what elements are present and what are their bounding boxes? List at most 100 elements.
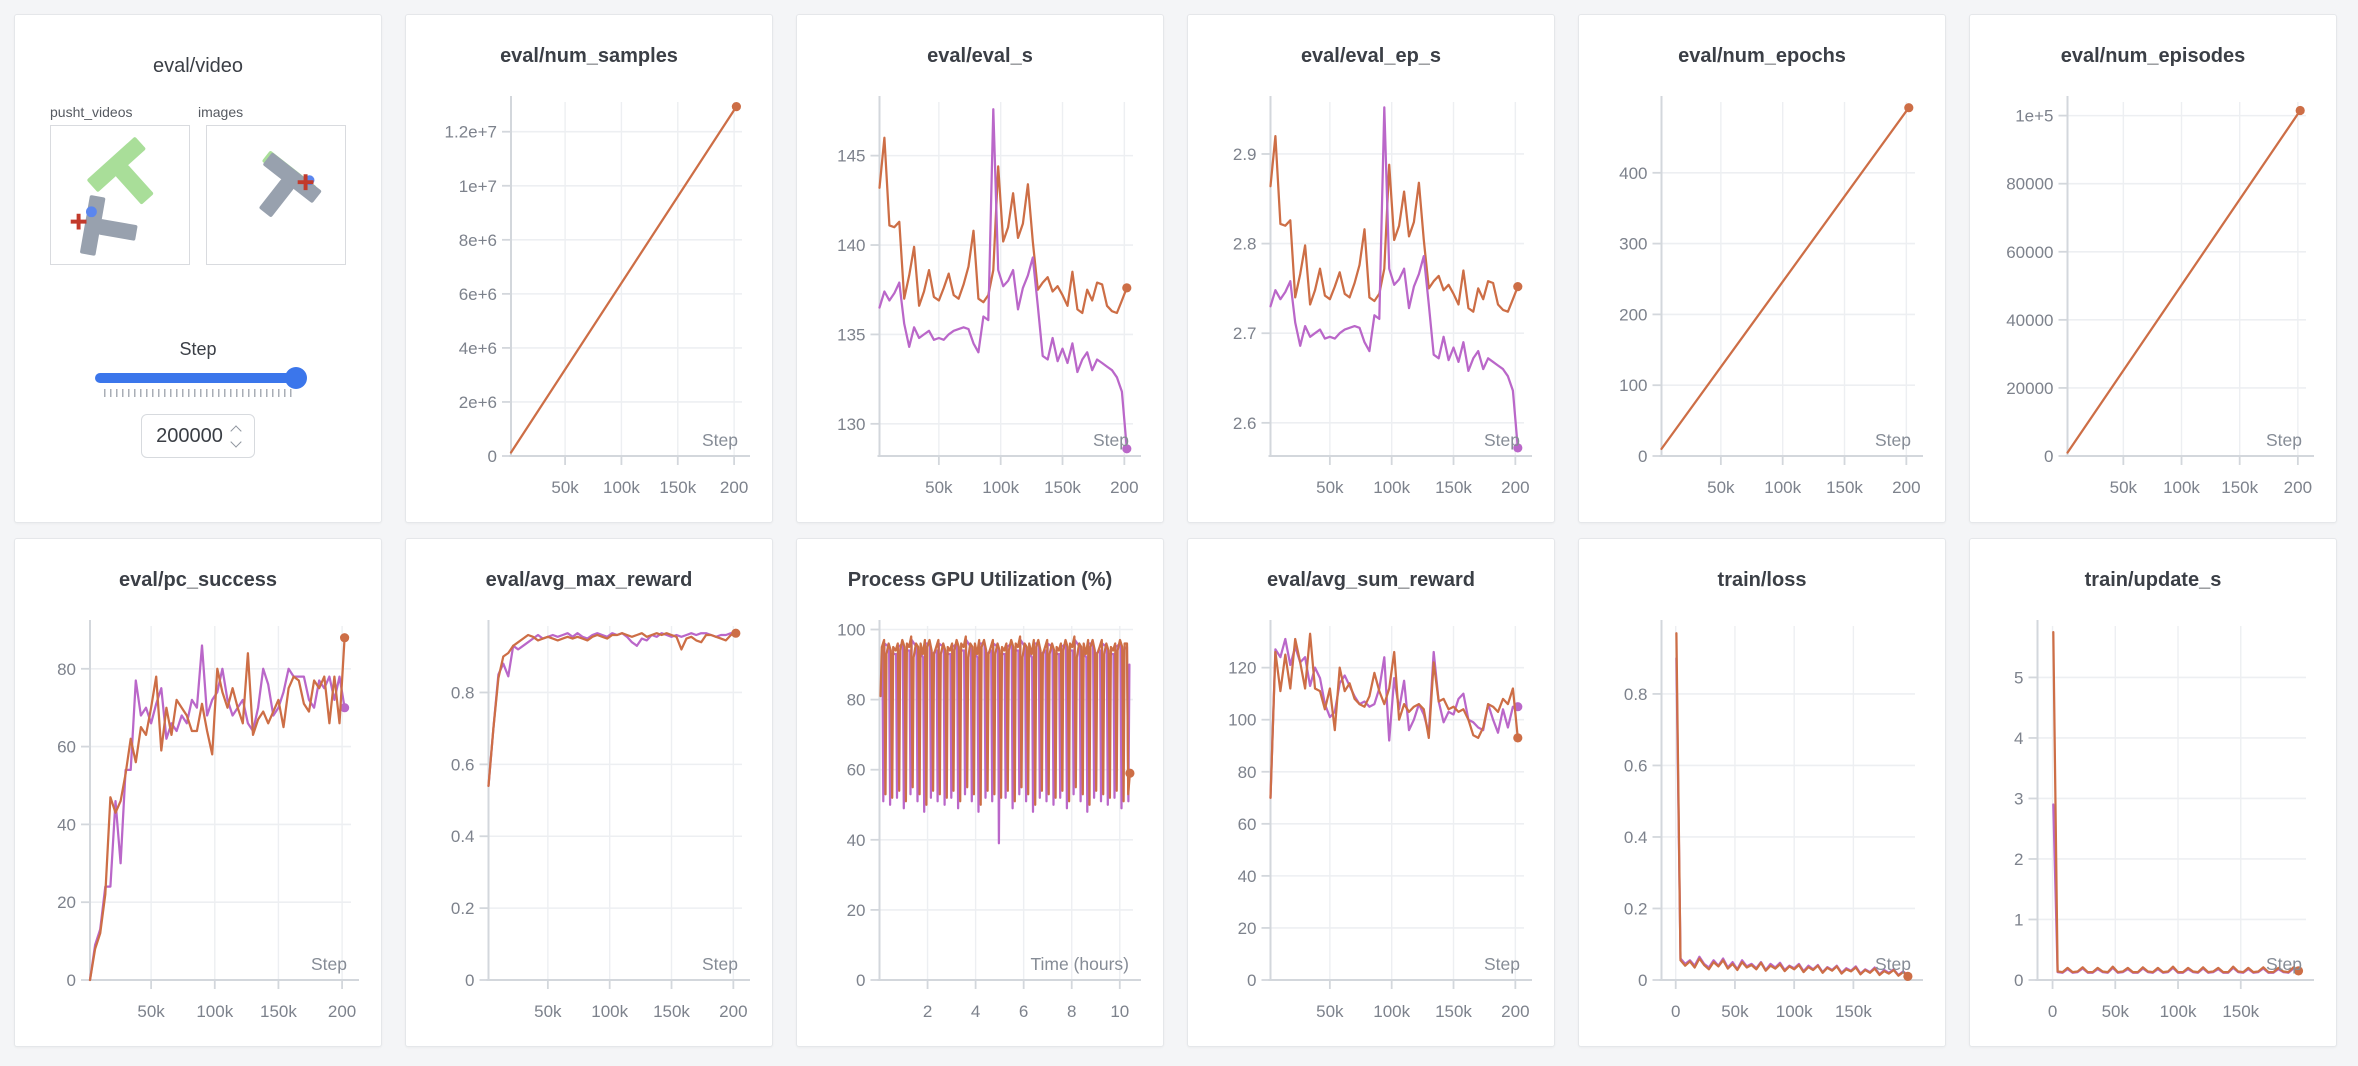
svg-text:200: 200 (1619, 305, 1647, 324)
svg-text:100k: 100k (1776, 1002, 1813, 1021)
svg-text:150k: 150k (2222, 1002, 2259, 1021)
svg-text:0: 0 (2048, 1002, 2057, 1021)
step-slider[interactable] (95, 367, 307, 397)
svg-text:0.8: 0.8 (451, 683, 475, 702)
svg-text:100k: 100k (196, 1002, 233, 1021)
svg-text:0: 0 (465, 971, 474, 990)
chart-title: eval/pc_success (119, 569, 277, 591)
chart-title: eval/avg_max_reward (485, 569, 693, 591)
svg-text:60: 60 (1238, 815, 1257, 834)
chart-plot[interactable]: 0 2e+6 4e+6 6e+6 8e+6 1e+7 1.2e+7 50k 100k 150k 20… (406, 76, 772, 524)
svg-text:50k: 50k (1316, 1002, 1344, 1021)
svg-text:6e+6: 6e+6 (459, 285, 497, 304)
series-end-dot (1903, 971, 1913, 981)
media-label-images: images (198, 104, 244, 120)
series-end-dot (2293, 966, 2304, 976)
svg-text:0.6: 0.6 (451, 755, 475, 774)
series-end-dot (1513, 443, 1523, 453)
chart-plot[interactable]: 2.6 2.7 2.8 2.9 50k 100k 150k 200 Step (1188, 76, 1554, 524)
svg-text:50k: 50k (1707, 478, 1735, 497)
step-down-icon[interactable] (230, 435, 242, 448)
chart-title: train/loss (1717, 569, 1807, 591)
svg-text:Step: Step (702, 954, 738, 974)
series-run-purple (1269, 637, 1519, 799)
svg-text:1.2e+7: 1.2e+7 (445, 123, 497, 142)
step-value-input[interactable]: 200000 (141, 414, 255, 458)
svg-text:Step: Step (702, 430, 738, 450)
svg-text:100: 100 (1619, 376, 1647, 395)
pusht-scene-image (70, 137, 154, 256)
svg-text:50k: 50k (1316, 478, 1344, 497)
series-end-dot (1513, 733, 1523, 743)
chart-plot[interactable]: 0 100 200 300 400 50k 100k 150k 200 Step (1579, 76, 1945, 524)
svg-text:100k: 100k (2160, 1002, 2197, 1021)
chart-plot[interactable]: 130 135 140 145 50k 100k 150k 200 Step (797, 76, 1163, 524)
series-run-purple (1675, 657, 1910, 977)
svg-text:150k: 150k (1435, 478, 1472, 497)
svg-text:50k: 50k (1721, 1002, 1749, 1021)
chart-plot[interactable]: 0 1 2 3 4 5 0 50k 100k 150k Step (1970, 600, 2336, 1048)
chart-plot[interactable]: 0 20000 40000 60000 80000 1e+5 50k 100k 150k 200 S… (1970, 76, 2336, 524)
chart-panel-num_epochs: eval/num_epochs 0 100 200 300 400 50k 100k 150k… (1578, 14, 1946, 523)
media-thumbnail-images[interactable] (206, 125, 346, 265)
svg-text:80: 80 (847, 691, 866, 710)
chart-plot[interactable]: 0 20 40 60 80 100 2 4 6 8 10 Time (hours) (797, 600, 1163, 1048)
svg-text:2.6: 2.6 (1233, 414, 1257, 433)
svg-text:100k: 100k (2163, 478, 2200, 497)
svg-text:Step: Step (1875, 954, 1911, 974)
chart-plot[interactable]: 0 0.2 0.4 0.6 0.8 50k 100k 150k 200 Step (406, 600, 772, 1048)
chart-panel-eval_s: eval/eval_s 130 135 140 145 50k 100k 150k 200 St… (796, 14, 1164, 523)
svg-text:0: 0 (67, 971, 76, 990)
svg-text:200: 200 (328, 1002, 356, 1021)
svg-text:50k: 50k (551, 478, 579, 497)
agent-dot-icon (85, 206, 97, 218)
panel-eval-video: eval/video pusht_videos images (14, 14, 382, 523)
chart-plot[interactable]: 0 20 40 60 80 100 120 50k 100k 150k 200 Step (1188, 600, 1554, 1048)
media-labels-row: pusht_videos images (50, 104, 346, 120)
svg-text:130: 130 (837, 415, 865, 434)
svg-text:20: 20 (57, 893, 76, 912)
svg-text:0: 0 (1247, 971, 1256, 990)
step-slider-label: Step (179, 339, 217, 359)
svg-text:0: 0 (2044, 447, 2053, 466)
series-run-purple (2052, 803, 2300, 974)
svg-text:0: 0 (1638, 447, 1647, 466)
chart-plot[interactable]: 0 0.2 0.4 0.6 0.8 0 50k 100k 150k Step (1579, 600, 1945, 1048)
series-run-orange (1269, 632, 1519, 799)
svg-text:50k: 50k (137, 1002, 165, 1021)
svg-text:40000: 40000 (2006, 311, 2053, 330)
svg-text:50k: 50k (2110, 478, 2138, 497)
svg-text:60000: 60000 (2006, 243, 2053, 262)
slider-tick-ruler (104, 389, 292, 397)
svg-text:10: 10 (1110, 1002, 1129, 1021)
svg-text:0.4: 0.4 (451, 827, 475, 846)
series-run-orange (2052, 630, 2300, 974)
slider-track[interactable] (95, 367, 307, 389)
series-run-orange (1660, 106, 1910, 451)
svg-text:4: 4 (971, 1002, 980, 1021)
svg-text:100k: 100k (982, 478, 1019, 497)
media-thumbnail-pusht-videos[interactable] (50, 125, 190, 265)
chart-panel-train_update_s: train/update_s 0 1 2 3 4 5 0 50k 100k 150k Step (1969, 538, 2337, 1047)
svg-text:8e+6: 8e+6 (459, 231, 497, 250)
svg-text:0.6: 0.6 (1624, 756, 1648, 775)
series-end-dot (731, 102, 741, 112)
step-up-icon[interactable] (230, 424, 242, 437)
svg-text:1e+5: 1e+5 (2015, 107, 2053, 126)
chart-plot[interactable]: 0 20 40 60 80 50k 100k 150k 200 Step (15, 600, 381, 1048)
svg-text:0: 0 (856, 971, 865, 990)
media-label-pusht-videos: pusht_videos (50, 104, 133, 120)
step-value-text[interactable]: 200000 (156, 424, 223, 447)
svg-text:2.7: 2.7 (1233, 324, 1257, 343)
svg-text:50k: 50k (534, 1002, 562, 1021)
slider-knob[interactable] (285, 367, 307, 389)
svg-text:150k: 150k (1435, 1002, 1472, 1021)
svg-text:2.8: 2.8 (1233, 235, 1257, 254)
svg-text:1: 1 (2014, 910, 2023, 929)
svg-text:40: 40 (57, 815, 76, 834)
svg-text:80: 80 (57, 660, 76, 679)
stepper-arrows-icon[interactable] (230, 424, 242, 448)
series-run-orange (487, 632, 737, 788)
svg-text:100: 100 (1228, 711, 1256, 730)
